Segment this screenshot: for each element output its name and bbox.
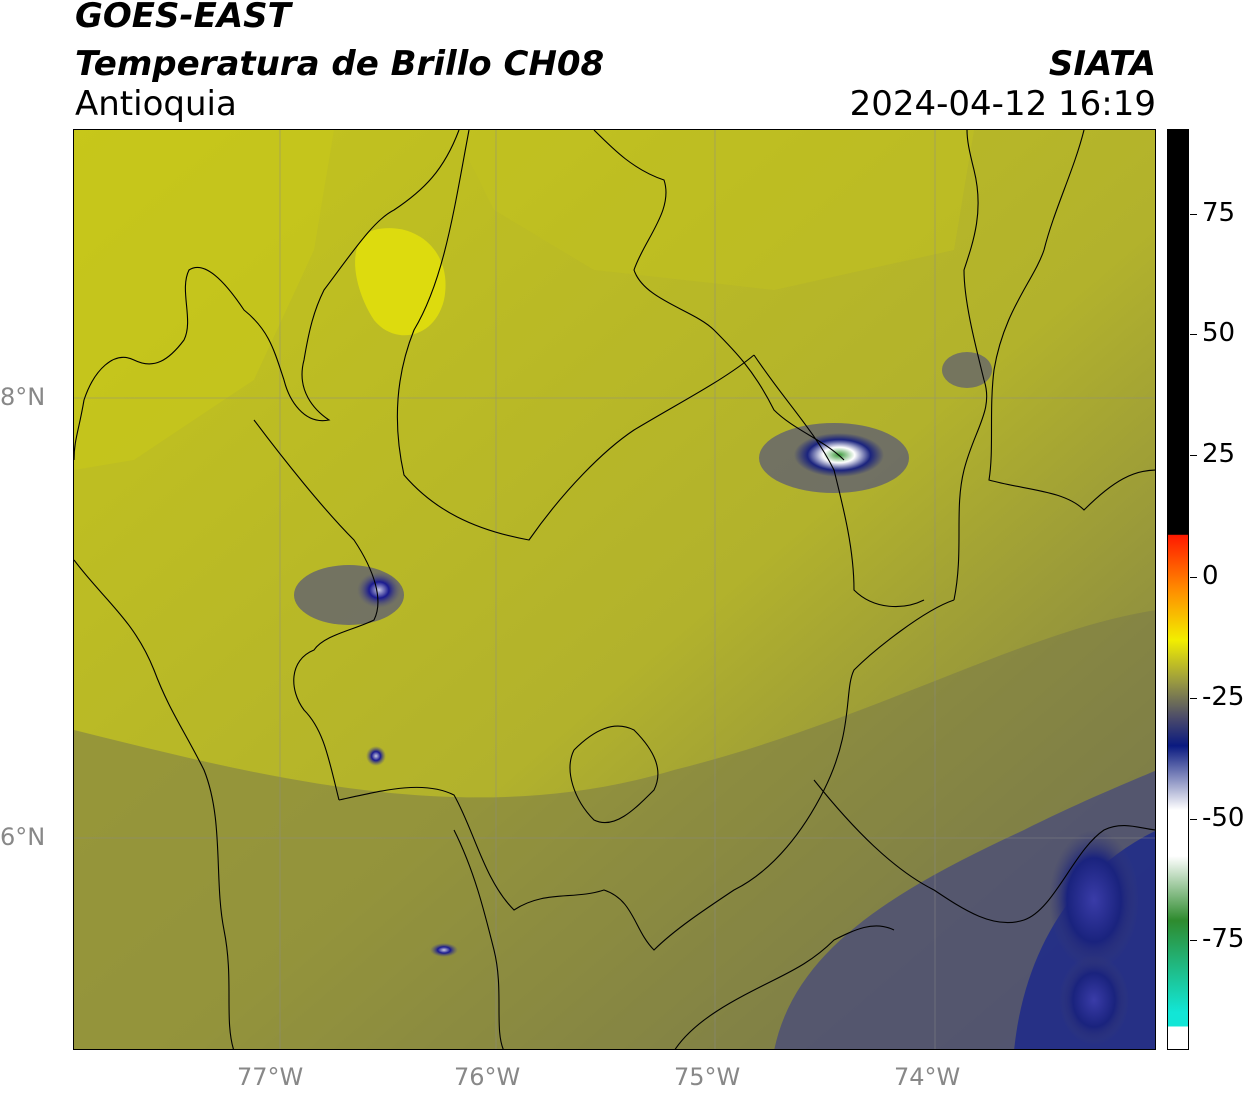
coastline-pacific [74,559,235,1049]
dept-boundary-se [674,925,895,1049]
colorbar-tick [1190,334,1197,335]
dept-boundary-valley [569,725,659,824]
boundaries [74,130,1155,1049]
dept-boundary-northwest [396,130,755,541]
brightness-temperature-map [73,129,1156,1050]
colorbar-tick [1190,819,1197,820]
colorbar-label-50: 50 [1202,318,1236,348]
lon-label-74w: 74°W [894,1063,961,1091]
colorbar-tick [1190,455,1197,456]
dept-boundary-cordoba [753,354,925,608]
colorbar-label-25: 25 [1202,439,1236,469]
colorbar-label-0: 0 [1202,561,1219,591]
colorbar-label-75: 75 [1202,198,1236,228]
dept-boundary-west [253,419,379,801]
navy-cell-se-1 [1049,830,1139,970]
dept-boundary-sw [453,829,504,1049]
dept-boundary-south [338,599,955,951]
yellow-region-north [454,130,974,290]
yellow-region-west [74,130,334,470]
lat-label-6n: 6°N [0,823,46,851]
product-title: Temperatura de Brillo CH08 [75,44,605,84]
lon-label-75w: 75°W [674,1063,741,1091]
dept-boundary-north [593,130,845,461]
datetime-label: 2024-04-12 16:19 [849,84,1156,124]
lon-label-76w: 76°W [454,1063,521,1091]
colorbar [1167,129,1189,1050]
colorbar-tick [1190,698,1197,699]
colorbar-label-minus50: -50 [1202,803,1245,833]
dept-boundary-caldas [813,779,1155,924]
colorbar-tick [1190,940,1197,941]
dept-boundary-east [953,130,988,601]
storm-cell-small-1 [366,746,386,766]
colorbar-label-minus75: -75 [1202,924,1245,954]
organization-label: SIATA [1048,44,1156,84]
warm-region-north [355,228,446,336]
graticule [74,130,1155,1049]
colorbar-gradient [1168,130,1188,1049]
lon-label-77w: 77°W [237,1063,304,1091]
dept-boundary-magdalena [988,130,1155,511]
navy-cell-se-2 [1059,955,1129,1045]
coastline-urabá [74,130,460,461]
region-label: Antioquia [75,84,237,124]
storm-cell-west-core [357,572,401,608]
storm-cell-small-2 [430,943,458,957]
colorbar-tick [1190,577,1197,578]
colorbar-label-minus25: -25 [1202,682,1245,712]
colorbar-tick [1190,214,1197,215]
satellite-title: GOES-EAST [75,0,291,36]
lat-label-8n: 8°N [0,383,46,411]
